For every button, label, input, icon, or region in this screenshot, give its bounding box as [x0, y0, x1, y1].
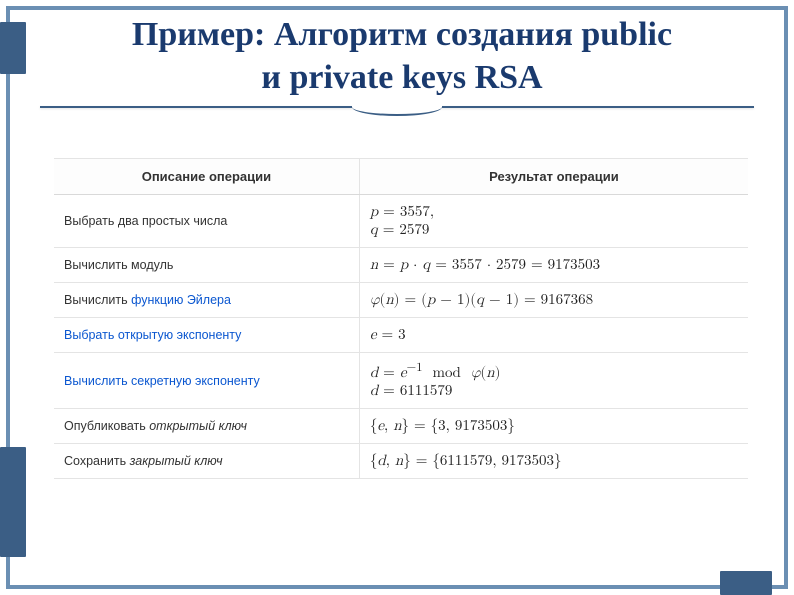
cell-result: φ(n) = (p − 1)(q − 1) = 9167368: [359, 283, 748, 318]
header-description: Описание операции: [54, 159, 359, 195]
accent-top-left: [0, 22, 26, 74]
rsa-table: Описание операции Результат операции Выб…: [54, 158, 748, 479]
title-line-2: и private keys RSA: [261, 59, 542, 96]
title-curve: [352, 98, 442, 116]
cell-description: Выбрать два простых числа: [54, 195, 359, 248]
frame-right: [784, 6, 788, 589]
accent-bottom-left: [0, 447, 26, 557]
table-row: Вычислить секретную экспонентуd = e−1 mo…: [54, 353, 748, 409]
cell-result: n = p · q = 3557 · 2579 = 9173503: [359, 248, 748, 283]
rsa-table-container: Описание операции Результат операции Выб…: [54, 158, 748, 479]
cell-result: p = 3557,q = 2579: [359, 195, 748, 248]
title-line-1: Пример: Алгоритм создания public: [132, 16, 672, 53]
cell-description: Вычислить функцию Эйлера: [54, 283, 359, 318]
table-row: Опубликовать открытый ключ{e, n} = {3, 9…: [54, 409, 748, 444]
cell-description: Выбрать открытую экспоненту: [54, 318, 359, 353]
header-result: Результат операции: [359, 159, 748, 195]
table-header-row: Описание операции Результат операции: [54, 159, 748, 195]
cell-result: d = e−1 mod φ(n)d = 6111579: [359, 353, 748, 409]
table-row: Вычислить модульn = p · q = 3557 · 2579 …: [54, 248, 748, 283]
cell-result: {d, n} = {6111579, 9173503}: [359, 444, 748, 479]
cell-description: Вычислить модуль: [54, 248, 359, 283]
cell-result: {e, n} = {3, 9173503}: [359, 409, 748, 444]
cell-description: Вычислить секретную экспоненту: [54, 353, 359, 409]
cell-description: Сохранить закрытый ключ: [54, 444, 359, 479]
slide-title: Пример: Алгоритм создания public и priva…: [50, 14, 754, 99]
cell-result: e = 3: [359, 318, 748, 353]
table-row: Выбрать открытую экспонентуe = 3: [54, 318, 748, 353]
table-row: Вычислить функцию Эйлераφ(n) = (p − 1)(q…: [54, 283, 748, 318]
table-row: Выбрать два простых числаp = 3557,q = 25…: [54, 195, 748, 248]
table-row: Сохранить закрытый ключ{d, n} = {6111579…: [54, 444, 748, 479]
frame-top: [6, 6, 788, 10]
cell-description: Опубликовать открытый ключ: [54, 409, 359, 444]
accent-bottom-right: [720, 571, 772, 595]
frame-bottom: [6, 585, 788, 589]
